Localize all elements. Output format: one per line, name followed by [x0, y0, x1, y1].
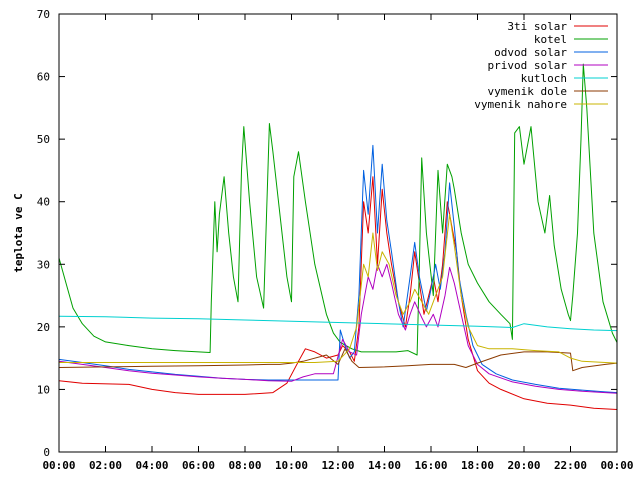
- x-tick-label: 12:00: [321, 459, 354, 472]
- y-tick-label: 50: [37, 133, 50, 146]
- legend-label-privod-solar: privod solar: [488, 59, 568, 72]
- y-axis-label: teplota ve C: [12, 193, 25, 272]
- ticks-layer: 0 10 20 30 40 50 60 70 00:00 02:00 04:00 06:00 08:00…: [37, 8, 634, 472]
- x-tick-label: 22:00: [554, 459, 587, 472]
- x-tick-label: 20:00: [507, 459, 540, 472]
- legend-label-vymenik-dole: vymenik dole: [488, 85, 567, 98]
- y-tick-label: 70: [37, 8, 50, 21]
- y-tick-label: 30: [37, 258, 50, 271]
- x-tick-label: 18:00: [461, 459, 494, 472]
- x-tick-label: 04:00: [135, 459, 168, 472]
- series-line-vymenik-dole: [58, 348, 618, 372]
- series-layer: [58, 63, 618, 410]
- x-tick-label: 00:00: [42, 459, 75, 472]
- y-tick-label: 0: [43, 446, 50, 459]
- x-tick-label: 14:00: [368, 459, 401, 472]
- x-tick-label: 02:00: [89, 459, 122, 472]
- x-tick-label: 16:00: [414, 459, 447, 472]
- series-line-kotel: [58, 63, 618, 356]
- x-tick-label: 00:00: [600, 459, 633, 472]
- x-tick-label: 08:00: [228, 459, 261, 472]
- x-tick-label: 10:00: [275, 459, 308, 472]
- series-line-3ti-solar: [58, 176, 618, 410]
- y-tick-label: 10: [37, 383, 50, 396]
- series-line-privod-solar: [58, 263, 618, 394]
- legend-label-kutloch: kutloch: [521, 72, 567, 85]
- y-tick-label: 60: [37, 71, 50, 84]
- legend-label-kotel: kotel: [534, 33, 567, 46]
- series-line-kutloch: [58, 315, 618, 332]
- legend-label-3ti-solar: 3ti solar: [507, 20, 567, 33]
- x-tick-label: 06:00: [182, 459, 215, 472]
- legend-label-vymenik-nahore: vymenik nahore: [474, 98, 567, 111]
- legend-label-odvod-solar: odvod solar: [494, 46, 567, 59]
- y-tick-label: 40: [37, 196, 50, 209]
- y-tick-label: 20: [37, 321, 50, 334]
- series-line-vymenik-nahore: [59, 213, 618, 364]
